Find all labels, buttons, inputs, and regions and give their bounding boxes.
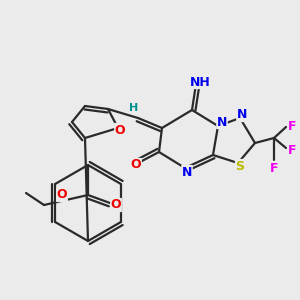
Text: N: N [182, 166, 192, 178]
Text: NH: NH [190, 76, 210, 88]
Text: O: O [115, 124, 125, 136]
Text: N: N [217, 116, 227, 128]
Text: O: O [111, 199, 121, 212]
Text: F: F [270, 161, 278, 175]
Text: F: F [288, 143, 296, 157]
Text: F: F [288, 121, 296, 134]
Text: O: O [57, 188, 67, 202]
Text: N: N [237, 109, 247, 122]
Text: S: S [236, 160, 244, 172]
Text: O: O [131, 158, 141, 172]
Text: H: H [129, 103, 139, 113]
